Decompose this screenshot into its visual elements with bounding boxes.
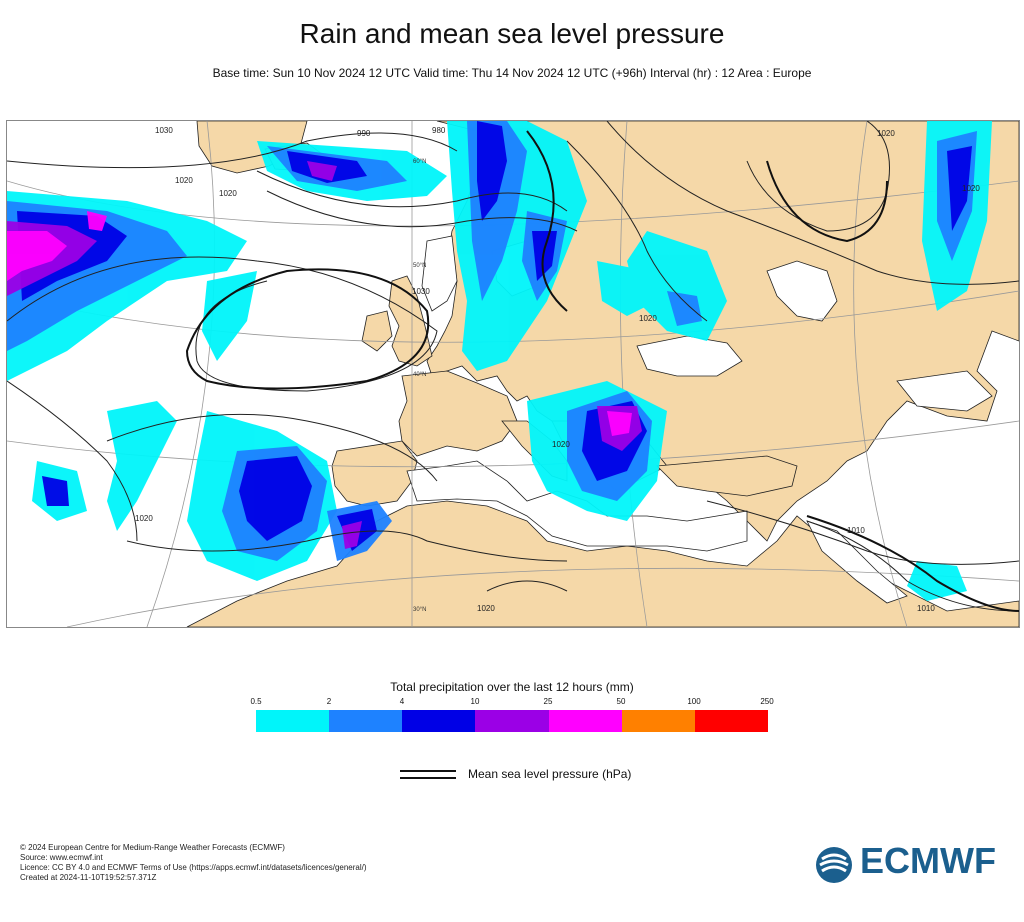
legend-tick: 2 <box>326 697 332 706</box>
land-iberia <box>331 440 418 507</box>
isobars-bold <box>185 130 1019 612</box>
ecmwf-logo-text: ECMWF <box>860 840 996 881</box>
legend-tick: 250 <box>760 697 774 706</box>
isobar-label: 1020 <box>175 176 193 185</box>
land-turkey <box>656 455 798 497</box>
land-great-britain <box>388 275 433 367</box>
legend-swatch-0 <box>256 710 330 732</box>
isobar-label: 980 <box>432 126 446 135</box>
isobar-label: 1030 <box>155 126 173 135</box>
footer-copyright: © 2024 European Centre for Medium-Range … <box>20 843 285 852</box>
precip-legend-bar <box>256 710 768 732</box>
lat-label-30: 30°N <box>413 607 426 613</box>
weather-map[interactable]: 60°N 50°N 40°N 30°N 1030 1020 1020 990 9… <box>6 120 1020 628</box>
footer-source: Source: www.ecmwf.int <box>20 853 103 862</box>
mslp-legend-label: Mean sea level pressure (hPa) <box>468 767 632 781</box>
legend-swatch-5 <box>621 710 695 732</box>
isobar-label: 1020 <box>135 514 153 523</box>
lat-label-40: 40°N <box>413 372 426 378</box>
mslp-legend-line <box>400 770 456 779</box>
page-title: Rain and mean sea level pressure <box>299 18 725 49</box>
precip-magenta <box>7 211 632 436</box>
isobar-label: 1020 <box>477 604 495 613</box>
sea-persian-gulf <box>896 370 993 412</box>
isobar-label: 1020 <box>639 314 657 323</box>
isobars <box>7 121 1019 612</box>
legend-tick: 0.5 <box>250 697 262 706</box>
forecast-metadata: Base time: Sun 10 Nov 2024 12 UTC Valid … <box>212 66 812 80</box>
isobar-label: 1010 <box>917 604 935 613</box>
footer-licence: Licence: CC BY 4.0 and ECMWF Terms of Us… <box>20 863 367 872</box>
footer-credits: © 2024 European Centre for Medium-Range … <box>20 843 367 883</box>
isobar-label: 990 <box>357 129 371 138</box>
legend-swatch-1 <box>329 710 403 732</box>
legend-tick: 25 <box>543 697 553 706</box>
isobar-label: 1020 <box>219 189 237 198</box>
legend-swatch-2 <box>402 710 476 732</box>
isobar-labels: 1030 1020 1020 990 980 1020 1020 1030 10… <box>135 126 980 613</box>
land-france <box>398 370 518 457</box>
isobar-label: 1020 <box>552 440 570 449</box>
sea-north <box>421 235 458 312</box>
legend-tick: 100 <box>687 697 701 706</box>
legend-tick: 10 <box>470 697 480 706</box>
sea-caspian <box>766 260 838 322</box>
ecmwf-logo-icon[interactable] <box>812 845 1012 885</box>
footer-created: Created at 2024-11-10T19:52:57.371Z <box>20 873 157 882</box>
legend-swatch-3 <box>475 710 549 732</box>
legend-swatch-6 <box>694 710 768 732</box>
legend-swatch-4 <box>548 710 622 732</box>
isobar-label: 1020 <box>877 129 895 138</box>
precip-legend-title: Total precipitation over the last 12 hou… <box>390 680 634 694</box>
isobar-label: 1030 <box>412 287 430 296</box>
grid-labels: 60°N 50°N 40°N 30°N <box>413 159 426 613</box>
map-canvas: 60°N 50°N 40°N 30°N 1030 1020 1020 990 9… <box>7 121 1019 627</box>
isobar-label: 1010 <box>847 526 865 535</box>
sea-red <box>806 520 908 604</box>
lat-label-50: 50°N <box>413 263 426 269</box>
legend-tick: 50 <box>616 697 626 706</box>
lat-label-60: 60°N <box>413 159 426 165</box>
legend-tick: 4 <box>399 697 405 706</box>
isobar-label: 1020 <box>962 184 980 193</box>
